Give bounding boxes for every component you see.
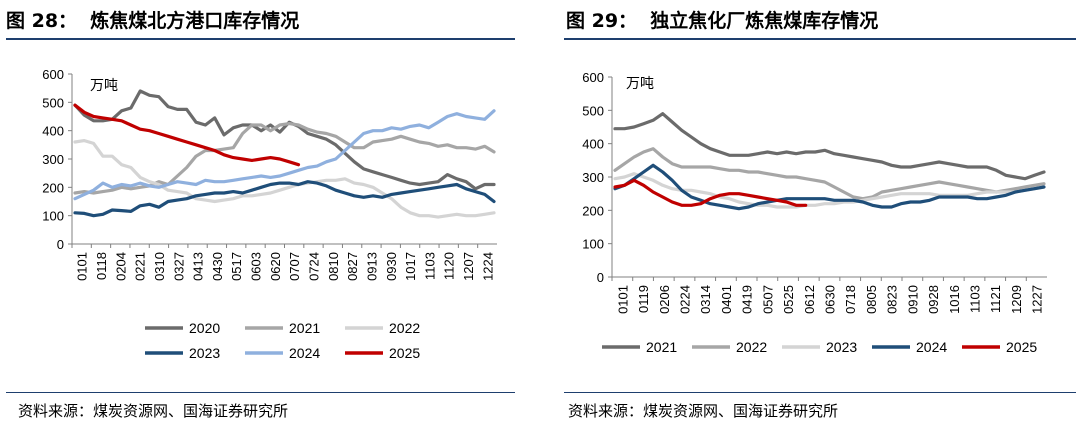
x-tick-label: 0805	[864, 285, 879, 314]
x-tick-label: 1016	[947, 285, 962, 314]
series-line-2022	[73, 138, 496, 219]
unit-label: 万吨	[90, 77, 118, 93]
x-tick-label: 0419	[740, 285, 755, 314]
x-tick-label: 0910	[905, 285, 920, 314]
x-tick-label: 0630	[823, 285, 838, 314]
legend-label-2025: 2025	[1006, 339, 1037, 355]
series-line-2023	[613, 172, 1046, 209]
y-tick-label: 400	[42, 124, 64, 139]
figure-28-source: 资料来源：煤炭资源网、国海证券研究所	[18, 402, 289, 420]
x-tick-label: 1120	[442, 252, 457, 280]
x-tick-label: 0314	[698, 285, 713, 314]
legend-label-2023: 2023	[826, 339, 857, 355]
figure-29-title-rule	[564, 38, 1076, 40]
x-tick-label: 1224	[480, 252, 495, 281]
legend-label-2024: 2024	[916, 339, 947, 355]
series-line-2021	[73, 121, 496, 195]
figure-28-title-rule	[6, 38, 515, 40]
x-tick-label: 0310	[152, 252, 167, 281]
x-tick-label: 1227	[1030, 285, 1045, 314]
x-tick-label: 1017	[403, 252, 418, 281]
legend-label-2023: 2023	[189, 345, 220, 361]
x-tick-label: 0401	[719, 285, 734, 314]
legend-label-2020: 2020	[189, 320, 220, 336]
x-tick-label: 0101	[615, 285, 630, 314]
x-tick-label: 0913	[364, 252, 379, 281]
x-tick-label: 0823	[885, 285, 900, 314]
figure-29-bottom-rule	[564, 392, 1076, 393]
y-tick-label: 400	[582, 137, 604, 152]
x-tick-label: 0327	[171, 252, 186, 281]
figure-28-bottom-rule	[6, 392, 515, 393]
y-tick-label: 600	[42, 67, 64, 82]
x-tick-label: 0707	[287, 252, 302, 281]
y-tick-label: 200	[42, 180, 64, 195]
series-line-2024	[73, 109, 496, 201]
x-tick-label: 0620	[268, 252, 283, 281]
y-tick-label: 0	[597, 270, 604, 285]
series-line-2023	[73, 180, 496, 218]
y-tick-label: 300	[582, 170, 604, 185]
x-tick-label: 1103	[422, 252, 437, 280]
figure-29-title: 图 29： 独立焦化厂炼焦煤库存情况	[566, 10, 879, 32]
x-tick-label: 0930	[384, 252, 399, 281]
x-tick-label: 0430	[210, 252, 225, 281]
series-line-2022	[613, 147, 1046, 201]
figure-28-title: 图 28： 炼焦煤北方港口库存情况	[6, 10, 300, 32]
x-tick-label: 0603	[249, 252, 264, 281]
chart-independent-coking-plant-inventory: 0 100 200 300 400 500 600 0101 0119 0206 0224 0314 0…	[582, 70, 1047, 355]
y-tick-label: 0	[57, 237, 64, 252]
chart-northern-port-coking-coal-inventory: 0 100 200 300 400 500 600 0101 0118 0204 0221 0310 0…	[42, 67, 497, 361]
x-tick-label: 0525	[781, 285, 796, 314]
x-tick-label: 1209	[1009, 285, 1024, 314]
y-tick-label: 200	[582, 203, 604, 218]
x-tick-label: 0517	[229, 252, 244, 281]
x-tick-label: 0810	[326, 252, 341, 281]
x-tick-label: 0119	[636, 285, 651, 313]
legend-label-2022: 2022	[389, 320, 420, 336]
y-tick-label: 100	[42, 209, 64, 224]
y-tick-label: 100	[582, 237, 604, 252]
x-tick-label: 0718	[843, 285, 858, 314]
unit-label: 万吨	[626, 75, 654, 91]
y-tick-label: 300	[42, 152, 64, 167]
x-tick-label: 0224	[678, 285, 693, 314]
legend-label-2021: 2021	[646, 339, 677, 355]
x-tick-label: 0221	[133, 252, 148, 281]
legend-label-2025: 2025	[389, 345, 420, 361]
x-tick-label: 0507	[760, 285, 775, 314]
x-tick-label: 1207	[461, 252, 476, 281]
x-tick-label: 0928	[926, 285, 941, 314]
x-tick-label: 0118	[94, 252, 109, 280]
series-line-2025	[613, 178, 808, 207]
x-tick-label: 0204	[113, 252, 128, 281]
series-line-2025	[73, 103, 301, 167]
x-tick-label: 0101	[75, 252, 90, 281]
x-tick-label: 0724	[306, 252, 321, 281]
x-tick-label: 1121	[988, 285, 1003, 313]
series-line-2021	[613, 112, 1046, 181]
y-tick-label: 500	[582, 103, 604, 118]
y-tick-label: 600	[582, 70, 604, 85]
x-tick-label: 0413	[191, 252, 206, 281]
figure-29-source: 资料来源：煤炭资源网、国海证券研究所	[568, 402, 839, 420]
series-line-2020	[73, 89, 496, 191]
x-tick-label: 0827	[345, 252, 360, 281]
series-line-2024	[613, 163, 1046, 211]
legend-label-2022: 2022	[736, 339, 767, 355]
x-tick-label: 1103	[968, 285, 983, 313]
x-tick-label: 0612	[802, 285, 817, 314]
legend-label-2021: 2021	[289, 320, 320, 336]
y-tick-label: 500	[42, 95, 64, 110]
legend-label-2024: 2024	[289, 345, 320, 361]
x-tick-label: 0206	[657, 285, 672, 314]
